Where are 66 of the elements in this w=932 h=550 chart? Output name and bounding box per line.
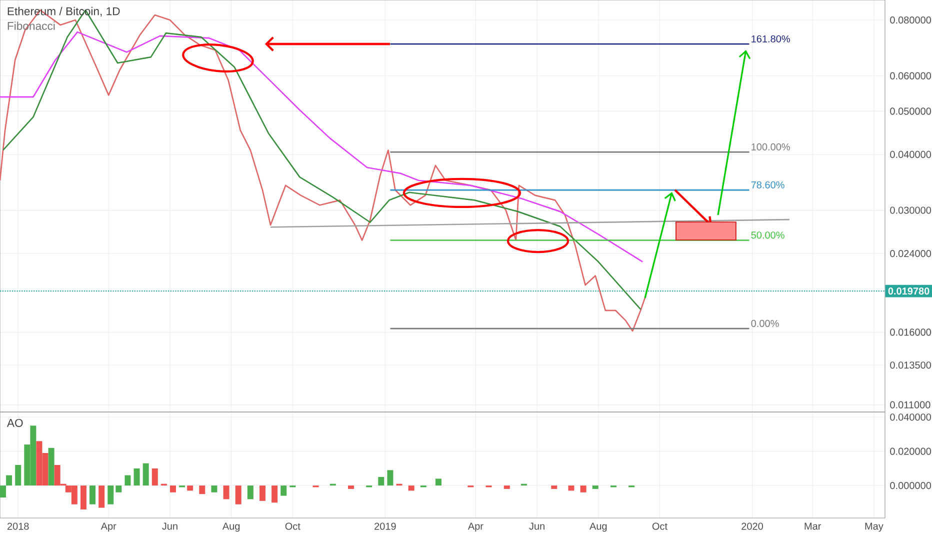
- bar: [187, 486, 194, 491]
- bar: [80, 486, 86, 510]
- y-tick-label: 0.000000: [890, 482, 932, 490]
- series-label: 161.80%: [752, 35, 790, 42]
- bar: [348, 486, 354, 489]
- x-tick-label: Jun: [162, 522, 178, 530]
- x-tick-label: May: [865, 522, 884, 532]
- y-tick-label: 0.060000: [890, 72, 932, 80]
- bar: [592, 486, 598, 489]
- bar: [108, 486, 114, 504]
- x-tick-label: Oct: [652, 522, 668, 530]
- bar: [272, 486, 278, 503]
- bar: [387, 470, 394, 486]
- bar: [48, 448, 54, 486]
- x-tick-label: Oct: [285, 522, 300, 530]
- y-tick-label: 0.050000: [890, 108, 932, 115]
- bar: [211, 486, 218, 492]
- y-tick-label: 0.040000: [890, 150, 932, 158]
- bar: [504, 486, 510, 489]
- bar: [280, 486, 287, 496]
- bar: [124, 475, 131, 486]
- bar: [6, 475, 12, 486]
- x-tick-label: Aug: [590, 522, 607, 532]
- y-tick-label: 0.011000: [890, 401, 930, 408]
- bar: [98, 486, 105, 508]
- bar: [551, 486, 558, 489]
- y-tick-label: 0.013500: [890, 362, 932, 369]
- bar: [223, 486, 230, 500]
- y-tick-label: 0.020000: [890, 448, 932, 455]
- x-tick-label: Aug: [222, 522, 240, 532]
- bar: [259, 486, 266, 501]
- bar: [15, 465, 22, 486]
- x-tick-label: Mar: [804, 522, 822, 530]
- y-tick-label: 0.024000: [890, 250, 932, 258]
- x-tick-label: Apr: [100, 522, 116, 532]
- bar: [0, 486, 6, 498]
- bar: [116, 486, 122, 492]
- x-tick-label: 2020: [742, 522, 763, 530]
- bar: [170, 486, 176, 492]
- series-label: 50.00%: [751, 232, 784, 239]
- line-series: [0, 31, 644, 262]
- series-label: 78.60%: [751, 181, 784, 188]
- bar: [435, 478, 442, 486]
- bar: [199, 486, 206, 494]
- bar: [90, 486, 96, 504]
- series-label: 100.00%: [752, 143, 790, 150]
- bar: [152, 468, 158, 486]
- bar: [247, 486, 254, 500]
- y-tick-label: 0.030000: [890, 206, 932, 214]
- bar: [568, 486, 574, 491]
- bar: [408, 486, 414, 491]
- bar: [134, 468, 140, 486]
- bar: [235, 486, 242, 504]
- x-tick-label: Apr: [468, 522, 484, 532]
- chart-title: AO: [6, 418, 23, 427]
- x-tick-label: 2019: [374, 522, 396, 530]
- x-tick-label: 2018: [7, 522, 29, 530]
- y-tick-label: 0.016000: [890, 328, 932, 336]
- bar: [142, 463, 149, 486]
- y-tick-label: 0.040000: [890, 414, 932, 421]
- x-tick-label: Jun: [529, 522, 544, 530]
- ref-line-label: 0.019780: [888, 288, 930, 295]
- bar: [580, 486, 586, 492]
- bar: [378, 476, 384, 486]
- series-label: 0.00%: [751, 320, 779, 327]
- y-tick-label: 0.080000: [890, 16, 932, 24]
